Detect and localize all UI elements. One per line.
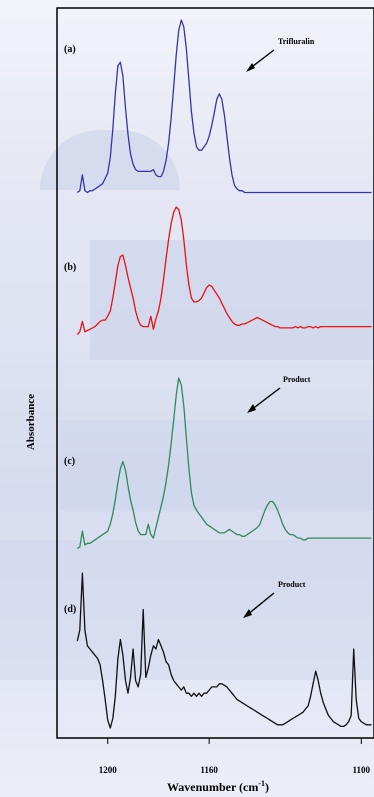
x-tick-label: 1100 — [353, 765, 371, 775]
series-label-c: (c) — [64, 456, 75, 467]
series-label-d: (d) — [64, 604, 76, 615]
annotation-product-d: Product — [278, 580, 306, 589]
x-tick-label: 1200 — [99, 765, 118, 775]
series-label-a: (a) — [64, 44, 76, 55]
series-label-b: (b) — [64, 262, 76, 273]
plot-frame — [56, 7, 374, 739]
annotation-arrowhead-product-c — [247, 404, 256, 413]
x-axis-label-close: ) — [265, 780, 269, 794]
x-tick-label: 1160 — [200, 765, 218, 775]
annotation-arrow-product-c — [250, 387, 281, 411]
series-line-b — [76, 206, 372, 335]
y-axis-label: Absorbance — [25, 394, 37, 450]
annotation-arrow-product-d — [246, 592, 275, 616]
annotation-arrowhead-trifluralin — [246, 63, 255, 72]
x-axis-ticks: 1200 1160 1100 — [99, 738, 371, 775]
annotation-arrowhead-product-d — [243, 609, 252, 618]
spectra-traces — [76, 19, 372, 729]
series-line-a — [76, 19, 372, 194]
x-axis-label-main: Wavenumber (cm — [167, 780, 258, 794]
x-axis-label-superscript: -1 — [258, 779, 265, 788]
series-line-c — [76, 377, 372, 550]
series-line-d — [76, 572, 372, 729]
x-axis-label: Wavenumber (cm-1) — [167, 779, 269, 794]
annotation-product-c: Product — [283, 375, 311, 384]
annotation-trifluralin: Trifluralin — [278, 37, 315, 46]
